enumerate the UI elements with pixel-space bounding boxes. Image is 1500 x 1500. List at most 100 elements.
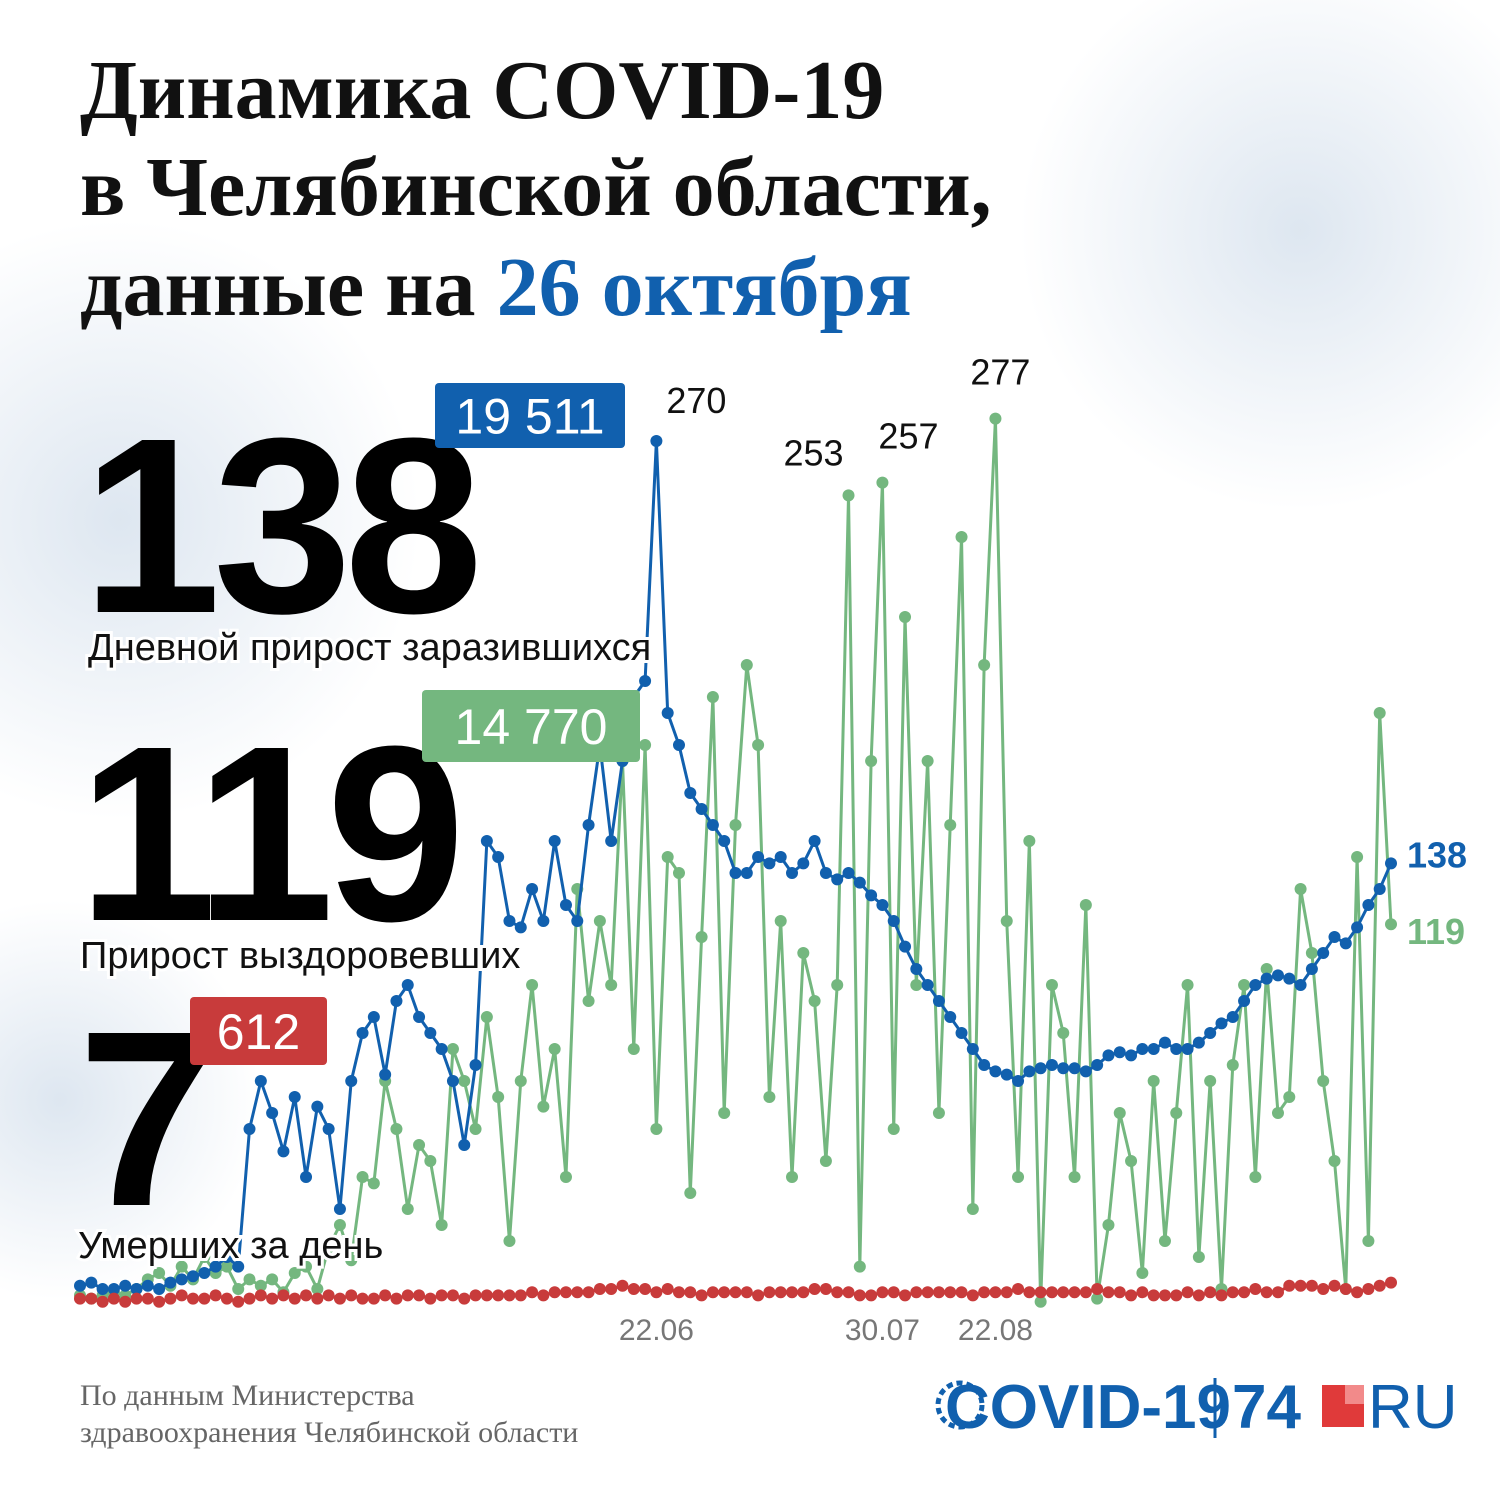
point bbox=[932, 995, 945, 1007]
point bbox=[842, 867, 855, 879]
point bbox=[774, 1286, 787, 1299]
point bbox=[831, 873, 844, 886]
point bbox=[1012, 1283, 1025, 1295]
point bbox=[661, 1283, 674, 1295]
point bbox=[1170, 1289, 1183, 1302]
point bbox=[966, 1043, 979, 1055]
point bbox=[153, 1295, 166, 1308]
point bbox=[1283, 1091, 1296, 1103]
point bbox=[786, 867, 799, 879]
point bbox=[887, 1286, 900, 1299]
point bbox=[1079, 899, 1092, 911]
point bbox=[526, 979, 539, 991]
point bbox=[1385, 857, 1397, 870]
point bbox=[718, 835, 731, 847]
point bbox=[401, 979, 414, 991]
point bbox=[672, 739, 685, 751]
point bbox=[1192, 1289, 1205, 1302]
logo: COVID-19 74 RU bbox=[935, 1373, 1458, 1442]
point bbox=[458, 1292, 471, 1305]
point bbox=[944, 819, 957, 831]
point bbox=[1023, 1065, 1036, 1078]
point bbox=[1260, 963, 1273, 975]
point bbox=[1260, 972, 1273, 985]
total-badge bbox=[435, 383, 625, 448]
point bbox=[96, 1295, 109, 1308]
point bbox=[559, 1286, 572, 1299]
point bbox=[85, 1292, 98, 1305]
point bbox=[1000, 1068, 1013, 1081]
point bbox=[706, 1286, 719, 1299]
point bbox=[1328, 1155, 1341, 1167]
point bbox=[752, 851, 765, 863]
point bbox=[492, 1289, 505, 1302]
point bbox=[1215, 1017, 1228, 1030]
point bbox=[1226, 1286, 1239, 1299]
point bbox=[243, 1273, 256, 1286]
point bbox=[1102, 1286, 1115, 1299]
point bbox=[797, 1286, 810, 1299]
point bbox=[1102, 1219, 1115, 1231]
point bbox=[1125, 1155, 1138, 1167]
point bbox=[944, 1011, 957, 1023]
point bbox=[740, 659, 753, 671]
point bbox=[865, 755, 878, 767]
point bbox=[548, 1043, 561, 1055]
point bbox=[141, 1292, 154, 1305]
point bbox=[1170, 1107, 1183, 1119]
point bbox=[266, 1273, 279, 1286]
point bbox=[1283, 972, 1296, 985]
stat-value: 7 bbox=[78, 979, 209, 1258]
point bbox=[1226, 1011, 1239, 1023]
point bbox=[978, 659, 991, 671]
point bbox=[446, 1075, 459, 1087]
point bbox=[865, 889, 878, 902]
point bbox=[1305, 1279, 1318, 1292]
point bbox=[1181, 1286, 1194, 1299]
point bbox=[1045, 979, 1058, 991]
point bbox=[650, 435, 663, 447]
point bbox=[1271, 969, 1284, 982]
x-tick-label: 22.06 bbox=[619, 1314, 694, 1347]
point bbox=[582, 819, 595, 831]
point bbox=[119, 1279, 132, 1292]
point bbox=[559, 1171, 572, 1183]
point bbox=[401, 1289, 414, 1302]
point bbox=[1091, 1292, 1104, 1305]
point bbox=[853, 1289, 866, 1302]
point bbox=[978, 1286, 991, 1299]
point bbox=[740, 867, 753, 879]
total-value: 19 511 bbox=[455, 389, 604, 445]
point bbox=[1328, 1279, 1341, 1292]
point bbox=[1294, 883, 1307, 895]
point bbox=[1136, 1286, 1149, 1299]
point bbox=[243, 1292, 256, 1305]
point bbox=[797, 857, 810, 870]
point bbox=[526, 883, 539, 895]
point bbox=[1181, 1043, 1194, 1055]
point bbox=[819, 867, 832, 879]
point bbox=[435, 1289, 448, 1302]
title-line: данные на 26 октября bbox=[80, 241, 912, 334]
point bbox=[989, 412, 1002, 425]
end-label: 119 bbox=[1407, 911, 1465, 952]
point bbox=[1158, 1036, 1171, 1049]
point bbox=[1091, 1283, 1104, 1295]
point bbox=[989, 1286, 1002, 1299]
point bbox=[300, 1289, 313, 1302]
point bbox=[729, 819, 742, 831]
point bbox=[492, 851, 505, 863]
point bbox=[424, 1027, 437, 1039]
point bbox=[1136, 1043, 1149, 1055]
point bbox=[1317, 947, 1330, 959]
point-label: 257 bbox=[878, 416, 938, 457]
point bbox=[921, 979, 934, 991]
point bbox=[1158, 1289, 1171, 1302]
point bbox=[1328, 931, 1341, 943]
point bbox=[1339, 937, 1352, 950]
point bbox=[85, 1276, 98, 1289]
point bbox=[1045, 1286, 1058, 1299]
point bbox=[853, 876, 866, 889]
